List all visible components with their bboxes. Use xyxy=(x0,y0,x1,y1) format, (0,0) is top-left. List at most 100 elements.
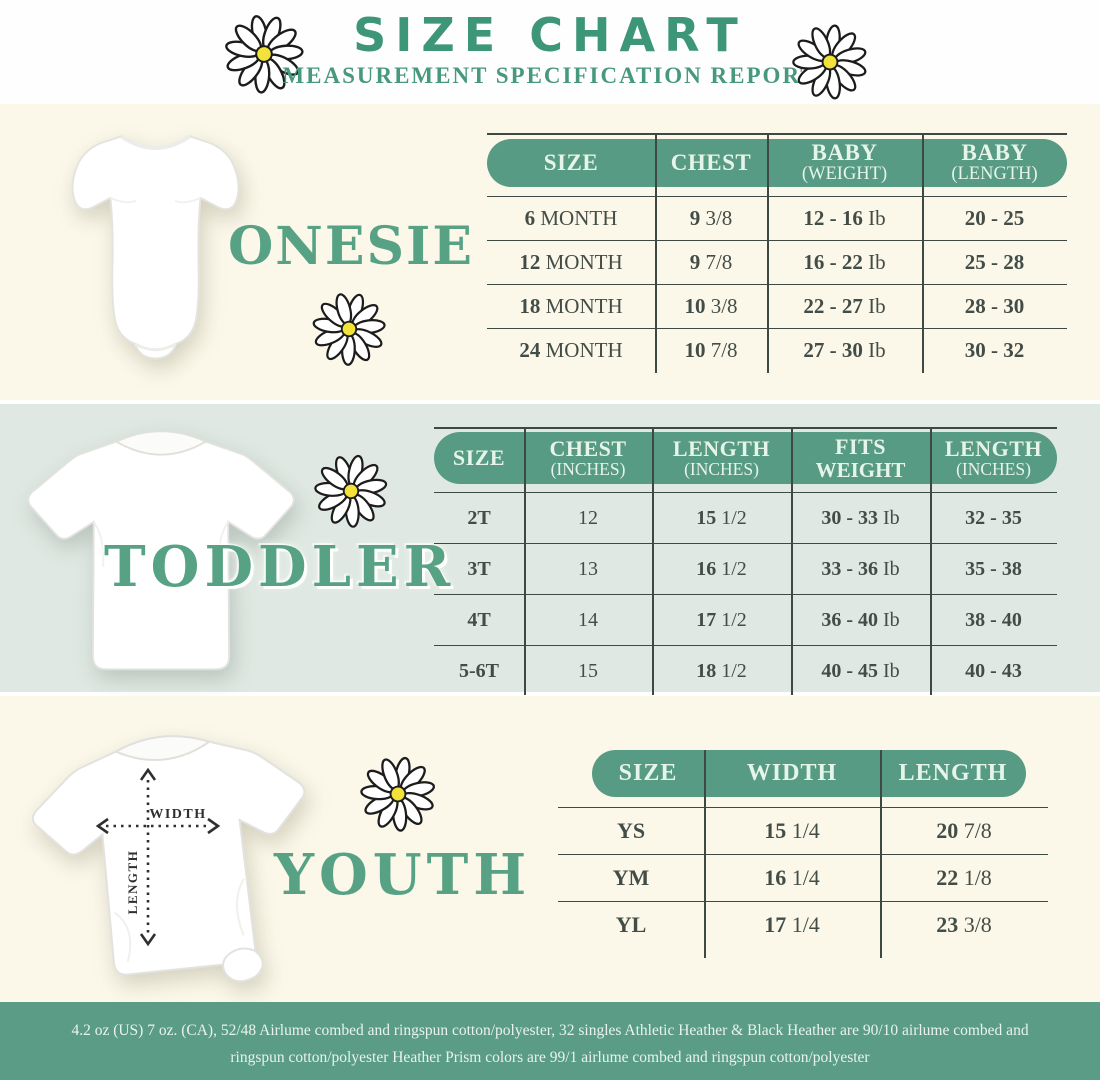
column-header: SIZE xyxy=(452,445,506,471)
table-cell: 18 MONTH xyxy=(519,294,623,318)
table-row: 12 MONTH 9 7/8 16 - 22 Ib 25 - 28 xyxy=(487,240,1067,284)
table-cell: 10 3/8 xyxy=(684,294,738,318)
table-cell: 17 1/2 xyxy=(696,608,747,631)
table-cell: 20 - 25 xyxy=(964,206,1025,230)
youth-shirt-image: WIDTH LENGTH xyxy=(31,735,306,983)
table-cell: 3T xyxy=(467,557,491,580)
table-header-row: SIZE CHEST BABY (WEIGHT) BABY (LENGTH) xyxy=(487,139,1067,187)
daisy-icon xyxy=(786,19,874,105)
table-cell: 35 - 38 xyxy=(965,557,1022,580)
table-row: 6 MONTH 9 3/8 12 - 16 Ib 20 - 25 xyxy=(487,196,1067,240)
column-divider xyxy=(767,133,769,373)
table-cell: 16 1/4 xyxy=(764,865,820,890)
youth-title: YOUTH xyxy=(274,842,532,908)
table-cell: 12 - 16 Ib xyxy=(803,206,886,230)
column-header: BABY (WEIGHT) xyxy=(801,139,888,185)
column-header: LENGTH (INCHES) xyxy=(672,435,771,480)
table-cell: 28 - 30 xyxy=(964,294,1025,318)
table-top-border xyxy=(434,427,1057,429)
table-cell: 14 xyxy=(578,608,598,631)
table-header-row: SIZE CHEST (INCHES) LENGTH (INCHES) FITS WEIGH… xyxy=(434,432,1057,484)
table-cell: 16 1/2 xyxy=(696,557,747,580)
table-cell: 24 MONTH xyxy=(519,338,623,362)
column-header: CHEST (INCHES) xyxy=(549,435,627,480)
table-cell: 15 xyxy=(578,659,598,682)
table-cell: 30 - 32 xyxy=(964,338,1025,362)
page-title: SIZE CHART xyxy=(353,8,747,62)
table-cell: 17 1/4 xyxy=(764,912,820,937)
column-divider xyxy=(652,427,654,695)
table-cell: 4T xyxy=(467,608,491,631)
youth-size-table: SIZE WIDTH LENGTH YS 15 1/4 20 7/8 YM 16 1/4 22… xyxy=(558,750,1048,958)
onesie-section: ONESIE SIZE CHEST BABY (WEIGHT) BABY (LENGTH)… xyxy=(0,104,1100,400)
table-cell: 40 - 45 Ib xyxy=(821,659,900,682)
table-row: YL 17 1/4 23 3/8 xyxy=(558,901,1048,948)
table-top-border xyxy=(487,133,1067,135)
column-header: WIDTH xyxy=(746,759,838,786)
table-row: 3T 13 16 1/2 33 - 36 Ib 35 - 38 xyxy=(434,543,1057,594)
table-body: YS 15 1/4 20 7/8 YM 16 1/4 22 1/8 YL 17 1/4 23 3… xyxy=(558,807,1048,948)
table-row: YS 15 1/4 20 7/8 xyxy=(558,807,1048,854)
column-divider xyxy=(922,133,924,373)
table-cell: 15 1/2 xyxy=(696,506,747,529)
table-cell: 20 7/8 xyxy=(936,818,992,843)
column-header: FITS WEIGHT xyxy=(815,433,906,482)
table-row: YM 16 1/4 22 1/8 xyxy=(558,854,1048,901)
column-divider xyxy=(930,427,932,695)
table-cell: 30 - 33 Ib xyxy=(821,506,900,529)
table-cell: 32 - 35 xyxy=(965,506,1022,529)
table-cell: 38 - 40 xyxy=(965,608,1022,631)
column-header: LENGTH xyxy=(898,759,1008,786)
table-row: 24 MONTH 10 7/8 27 - 30 Ib 30 - 32 xyxy=(487,328,1067,372)
onesie-image xyxy=(71,134,240,360)
table-row: 5-6T 15 18 1/2 40 - 45 Ib 40 - 43 xyxy=(434,645,1057,696)
column-divider xyxy=(704,750,706,958)
table-row: 2T 12 15 1/2 30 - 33 Ib 32 - 35 xyxy=(434,492,1057,543)
table-cell: 40 - 43 xyxy=(965,659,1022,682)
column-header: BABY (LENGTH) xyxy=(951,139,1038,185)
toddler-section: TODDLER SIZE CHEST (INCHES) LENGTH (INCHES) F… xyxy=(0,404,1100,695)
fabric-info-text: 4.2 oz (US) 7 oz. (CA), 52/48 Airlume co… xyxy=(71,1022,1029,1066)
table-cell: 27 - 30 Ib xyxy=(803,338,886,362)
table-cell: 9 3/8 xyxy=(689,206,733,230)
table-body: 2T 12 15 1/2 30 - 33 Ib 32 - 35 3T 13 16 1/2 33 … xyxy=(434,492,1057,696)
table-header-row: SIZE WIDTH LENGTH xyxy=(592,750,1026,797)
daisy-icon xyxy=(303,443,399,539)
toddler-shirt-image xyxy=(27,430,295,671)
page-header: SIZE CHART MEASUREMENT SPECIFICATION REP… xyxy=(0,0,1100,105)
table-cell: 15 1/4 xyxy=(764,818,820,843)
table-cell: 18 1/2 xyxy=(696,659,747,682)
toddler-size-table: SIZE CHEST (INCHES) LENGTH (INCHES) FITS WEIGH… xyxy=(434,427,1057,696)
youth-section: WIDTH LENGTH YOUTH SIZE WIDTH LENGTH YS 15 … xyxy=(0,696,1100,1002)
table-cell: 36 - 40 Ib xyxy=(821,608,900,631)
column-header: LENGTH (INCHES) xyxy=(944,435,1043,480)
table-cell: 13 xyxy=(578,557,598,580)
table-cell: YL xyxy=(615,912,647,937)
table-cell: YS xyxy=(616,818,646,843)
table-cell: 2T xyxy=(467,506,491,529)
daisy-icon xyxy=(302,282,396,376)
column-divider xyxy=(655,133,657,373)
column-divider xyxy=(524,427,526,695)
table-cell: 22 1/8 xyxy=(936,865,992,890)
toddler-title: TODDLER xyxy=(104,534,456,600)
table-cell: 9 7/8 xyxy=(689,250,733,274)
onesie-title: ONESIE xyxy=(228,216,474,277)
table-cell: 25 - 28 xyxy=(964,250,1025,274)
table-cell: 12 MONTH xyxy=(519,250,623,274)
column-header: CHEST xyxy=(670,149,752,175)
column-header: SIZE xyxy=(543,149,599,175)
page-subtitle: MEASUREMENT SPECIFICATION REPORT xyxy=(282,63,818,88)
table-row: 18 MONTH 10 3/8 22 - 27 Ib 28 - 30 xyxy=(487,284,1067,328)
table-cell: 5-6T xyxy=(459,659,499,682)
table-cell: 23 3/8 xyxy=(936,912,992,937)
table-cell: 6 MONTH xyxy=(524,206,618,230)
length-arrow-label: LENGTH xyxy=(125,850,140,915)
table-row: 4T 14 17 1/2 36 - 40 Ib 38 - 40 xyxy=(434,594,1057,645)
table-cell: YM xyxy=(612,865,650,890)
daisy-icon xyxy=(352,749,444,840)
width-arrow-label: WIDTH xyxy=(149,807,206,822)
table-cell: 10 7/8 xyxy=(684,338,738,362)
column-divider xyxy=(880,750,882,958)
